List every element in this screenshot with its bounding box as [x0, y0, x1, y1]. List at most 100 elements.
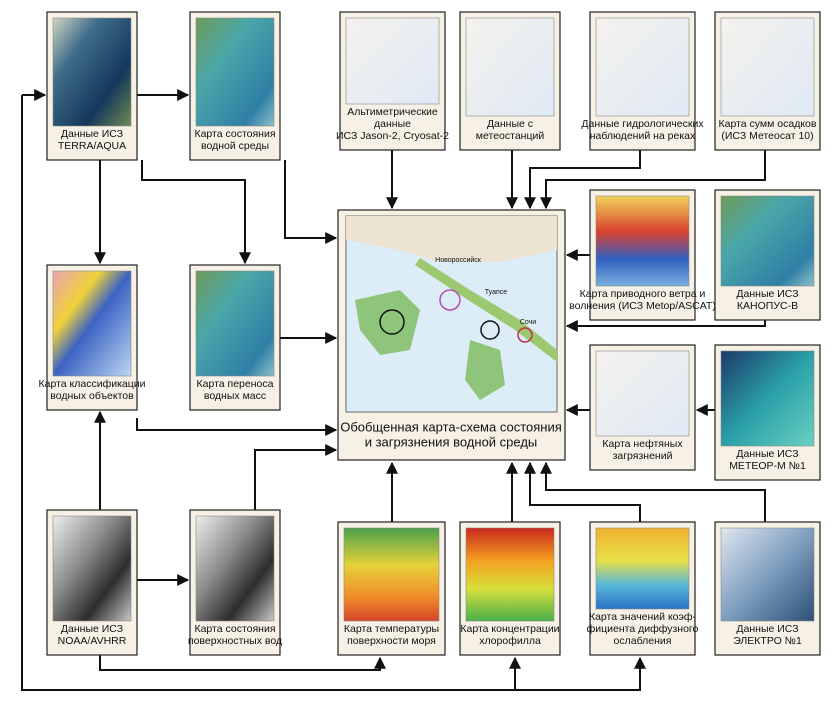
node-image: [195, 17, 275, 127]
arrow: [99, 655, 386, 671]
arrow: [136, 418, 338, 436]
node-label: Карта приводного ветра и: [580, 288, 706, 300]
node-label: данные: [374, 118, 411, 130]
node-label: загрязнений: [613, 450, 673, 462]
map-label: Сочи: [520, 319, 536, 326]
node-label: (ИСЗ Метеосат 10): [721, 130, 813, 142]
node-label: NOAA/AVHRR: [58, 635, 127, 647]
arrow: [540, 150, 766, 210]
arrow: [21, 95, 646, 691]
node-image: [720, 527, 815, 622]
node-label: хлорофилла: [479, 635, 541, 647]
land: [346, 216, 557, 262]
eddy: [439, 289, 461, 311]
node-image: [720, 195, 815, 287]
node-image: [465, 527, 555, 622]
node-image: [720, 350, 815, 447]
node-label: Данные с: [487, 118, 533, 130]
node-label: Карта классификации: [39, 378, 146, 390]
node-image: [595, 350, 690, 437]
node-label: Карта состояния: [194, 128, 275, 140]
node-image: [465, 17, 555, 117]
node-label: Данные ИСЗ: [736, 288, 798, 300]
node-image: [595, 17, 690, 117]
node-label: TERRA/AQUA: [58, 140, 126, 152]
node-label: Данные гидрологических: [581, 118, 704, 130]
node-label: КАНОПУС-В: [737, 300, 798, 312]
arrow: [141, 160, 251, 265]
node-label: Данные ИСЗ: [736, 623, 798, 635]
center-label: и загрязнения водной среды: [365, 434, 538, 449]
node-label: Данные ИСЗ: [61, 128, 123, 140]
node-label: наблюдений на реках: [590, 130, 696, 142]
node-label: Данные ИСЗ: [61, 623, 123, 635]
coast: [415, 258, 557, 362]
node-label: волнения (ИСЗ Metop/ASCAT): [569, 300, 716, 312]
node-label: Карта температуры: [344, 623, 439, 635]
eddy: [480, 320, 500, 340]
node-label: водных объектов: [50, 390, 134, 402]
node-image: [195, 515, 275, 622]
node-label: МЕТЕОР-М №1: [729, 460, 806, 472]
map-label: Новороссийск: [435, 256, 482, 264]
zone: [355, 290, 420, 355]
node-label: ИСЗ Jason-2, Cryosat-2: [336, 130, 449, 142]
arrow: [540, 461, 766, 522]
node-image: [52, 270, 132, 377]
node-label: ослабления: [614, 635, 672, 647]
eddy: [517, 327, 533, 343]
node-image: [720, 17, 815, 117]
map-label: Туапсе: [485, 289, 507, 296]
node-label: Карта состояния: [194, 623, 275, 635]
node-label: поверхностных вод: [188, 635, 282, 647]
node-image: [52, 17, 132, 127]
node-label: поверхности моря: [347, 635, 436, 647]
node-label: Карта сумм осадков: [719, 118, 817, 130]
node-image: [595, 527, 690, 610]
node-label: Данные ИСЗ: [736, 448, 798, 460]
node: Карта сумм осадков(ИСЗ Метеосат 10): [714, 11, 821, 151]
node-image: [595, 195, 690, 287]
node-label: Альтиметрические: [347, 106, 438, 118]
node-label: Карта нефтяных: [602, 438, 683, 450]
node-image: [343, 527, 440, 622]
arrow: [284, 160, 338, 244]
node-image: [195, 270, 275, 377]
zone: [465, 340, 505, 400]
node-label: ЭЛЕКТРО №1: [733, 635, 802, 647]
node-image: [52, 515, 132, 622]
center-label: Обобщенная карта-схема состояния: [340, 419, 562, 434]
node-label: фициента диффузного: [587, 623, 699, 635]
node-label: Карта концентрации: [460, 623, 559, 635]
arrow: [524, 150, 641, 210]
node-label: метеостанций: [476, 130, 545, 142]
node-label: водных масс: [204, 390, 266, 402]
node-image: [345, 17, 440, 105]
node-label: Карта значений коэф-: [589, 611, 697, 623]
arrow: [565, 320, 766, 332]
node-label: водной среды: [201, 140, 269, 152]
node-label: Карта переноса: [197, 378, 274, 390]
arrow: [254, 444, 338, 510]
node: Карта значений коэф-фициента диффузногоо…: [587, 521, 699, 656]
arrow: [524, 461, 641, 522]
connectors: [21, 89, 766, 691]
eddy: [379, 309, 405, 335]
